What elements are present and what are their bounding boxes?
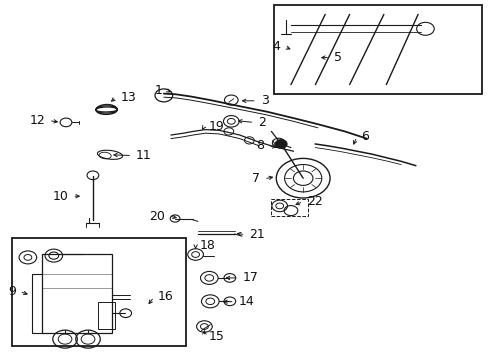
- Bar: [271, 199, 307, 216]
- Text: 11: 11: [136, 149, 151, 162]
- Text: 20: 20: [149, 210, 164, 222]
- Text: 4: 4: [272, 40, 280, 53]
- Text: 21: 21: [249, 228, 264, 241]
- Text: 2: 2: [258, 116, 265, 129]
- Text: 18: 18: [199, 239, 215, 252]
- Bar: [98, 302, 115, 329]
- Text: 7: 7: [252, 172, 260, 185]
- Text: 15: 15: [208, 330, 224, 343]
- Text: 12: 12: [29, 114, 45, 127]
- Text: 19: 19: [208, 120, 224, 132]
- Circle shape: [275, 140, 286, 148]
- Text: 16: 16: [158, 291, 173, 303]
- Text: 9: 9: [8, 285, 16, 298]
- Text: 10: 10: [53, 190, 68, 203]
- Text: 1: 1: [154, 84, 162, 96]
- Bar: [41, 254, 112, 333]
- Text: 22: 22: [306, 195, 322, 208]
- Bar: [273, 5, 481, 94]
- Text: 8: 8: [256, 139, 264, 152]
- Text: 3: 3: [260, 94, 268, 107]
- Text: 13: 13: [120, 91, 136, 104]
- Text: 5: 5: [333, 51, 341, 64]
- Bar: [12, 238, 185, 346]
- Text: 6: 6: [360, 130, 368, 143]
- Text: 14: 14: [238, 295, 254, 308]
- Text: 17: 17: [242, 271, 258, 284]
